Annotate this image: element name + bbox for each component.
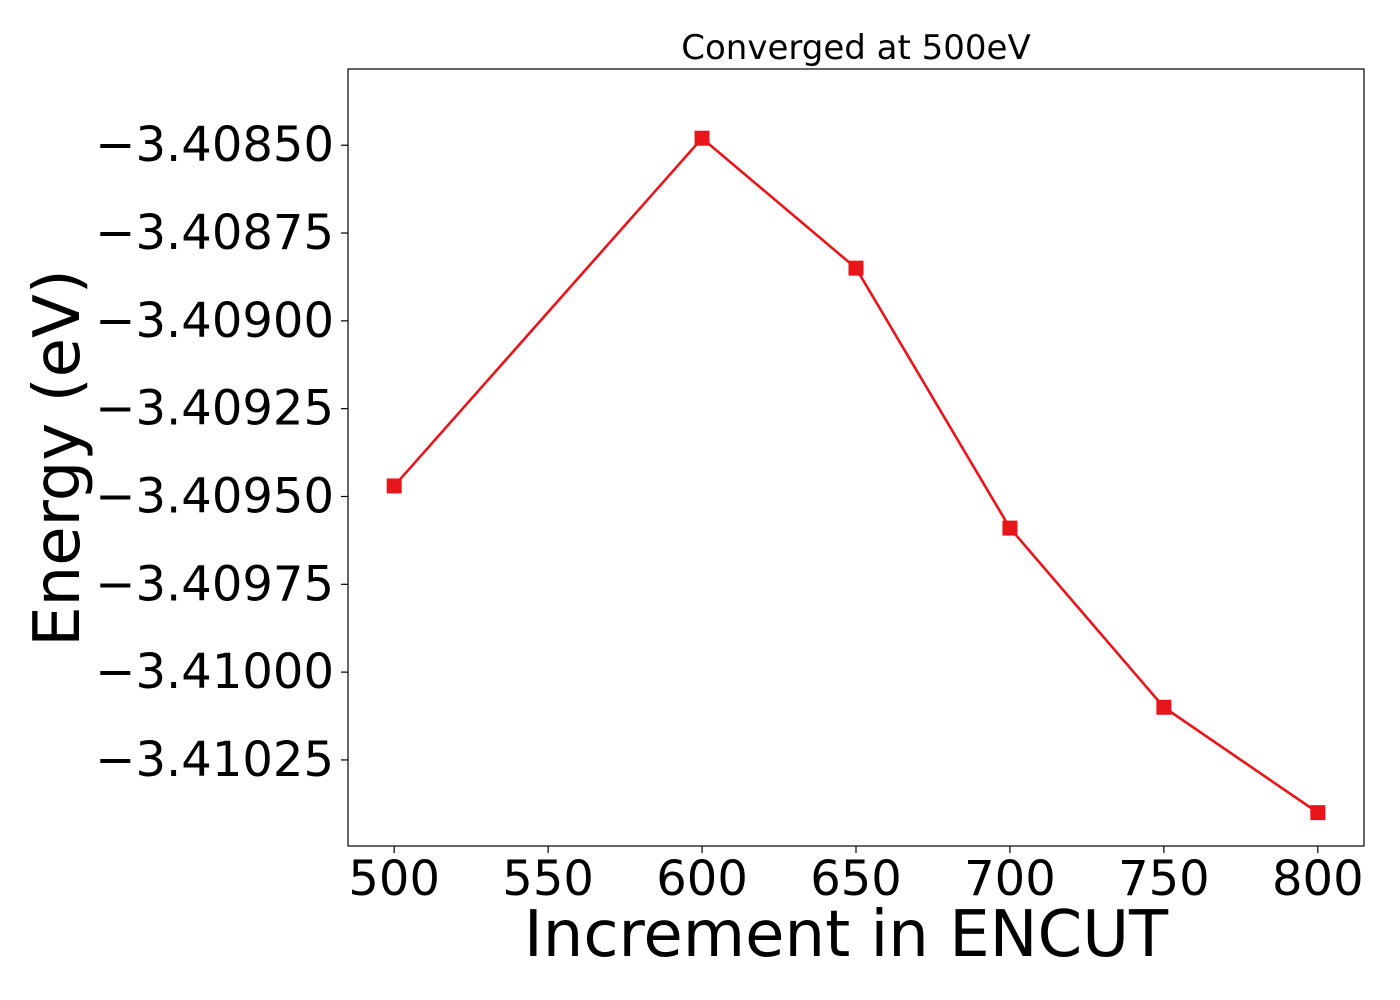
y-tick-label: −3.40900 [95, 293, 334, 349]
x-tick-label: 500 [348, 851, 440, 907]
plot-area-frame [347, 68, 1365, 847]
x-axis-label: Increment in ENCUT [524, 898, 1169, 972]
x-tick-label: 800 [1272, 851, 1364, 907]
x-axis-ticks: 500 550 600 650 700 750 800 [348, 846, 1364, 907]
y-tick-label: −3.40925 [95, 381, 334, 437]
x-tick-label: 750 [1118, 851, 1210, 907]
x-tick-label: 700 [964, 851, 1056, 907]
x-tick-label: 650 [810, 851, 902, 907]
x-tick-label: 600 [656, 851, 748, 907]
data-point-marker [1002, 520, 1018, 536]
y-tick-label: −3.40975 [95, 556, 334, 612]
y-tick-label: −3.40850 [95, 117, 334, 173]
y-tick-label: −3.41000 [95, 644, 334, 700]
data-point-marker [694, 130, 710, 146]
y-tick-label: −3.41025 [95, 732, 334, 788]
data-point-marker [386, 478, 402, 494]
data-point-marker [1310, 805, 1326, 821]
chart-title: Converged at 500eV [681, 28, 1030, 68]
x-tick-label: 550 [502, 851, 594, 907]
y-axis-ticks: −3.40850 −3.40875 −3.40900 −3.40925 −3.40950… [95, 117, 348, 788]
data-point-marker [1156, 699, 1172, 715]
y-tick-label: −3.40950 [95, 468, 334, 524]
series-line [393, 136, 1319, 814]
y-tick-label: −3.40875 [95, 205, 334, 261]
series-energy [386, 130, 1326, 821]
data-point-marker [848, 260, 864, 276]
y-axis-label: Energy (eV) [21, 269, 95, 647]
